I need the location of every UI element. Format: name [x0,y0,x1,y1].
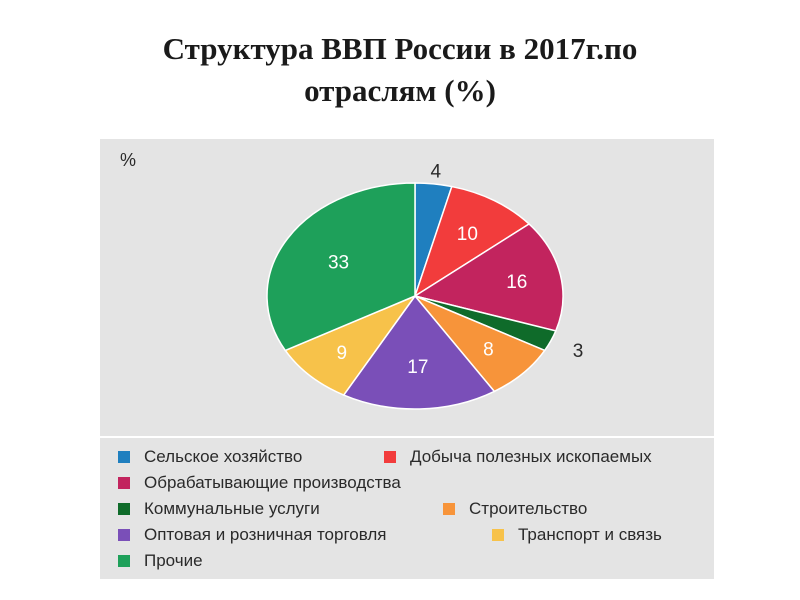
legend-label: Сельское хозяйство [144,447,303,466]
legend-item: Коммунальные услуги [118,496,320,522]
legend-item: Обрабатывающие производства [118,470,401,496]
legend-swatch [118,529,130,541]
slice-data-label: 16 [506,272,527,293]
slice-data-label: 33 [328,252,349,273]
legend-label: Строительство [469,499,588,518]
title-line-1: Структура ВВП России в 2017г.по [162,31,638,66]
legend-item: Добыча полезных ископаемых [384,444,652,470]
pie-slice [266,182,416,352]
legend-swatch [384,451,396,463]
pie-slice [284,294,418,396]
legend-label: Добыча полезных ископаемых [410,447,652,466]
legend-swatch [118,477,130,489]
legend-swatch [118,555,130,567]
pie-slice [413,223,564,332]
legend-item: Сельское хозяйство [118,444,302,470]
legend-swatch [118,503,130,515]
legend-swatch [443,503,455,515]
slice-data-label: 9 [336,343,347,364]
slice-data-label: 3 [573,341,584,362]
pie-slice [342,294,496,410]
legend-swatch [492,529,504,541]
legend-label: Транспорт и связь [518,525,662,544]
legend-swatch [118,451,130,463]
legend-label: Коммунальные услуги [144,499,320,518]
unit-label: % [120,150,136,170]
legend-item: Транспорт и связь [492,522,662,548]
slice-data-label: 17 [407,357,428,378]
legend-label: Оптовая и розничная торговля [144,525,387,544]
legend-item: Строительство [443,496,587,522]
legend-label: Обрабатывающие производства [144,473,401,492]
legend-item: Прочие [118,548,203,574]
slice-data-label: 10 [457,224,478,245]
legend-item: Оптовая и розничная торговля [118,522,387,548]
title-line-2: отраслям (%) [304,73,496,108]
slice-data-label: 4 [430,161,441,182]
pie-slice [413,185,531,298]
chart-title: Структура ВВП России в 2017г.по отраслям… [0,28,800,112]
slice-data-label: 8 [483,340,494,361]
legend-label: Прочие [144,551,203,570]
legend-divider [100,436,714,438]
chart-legend: Сельское хозяйство Добыча полезных ископа… [118,444,714,574]
